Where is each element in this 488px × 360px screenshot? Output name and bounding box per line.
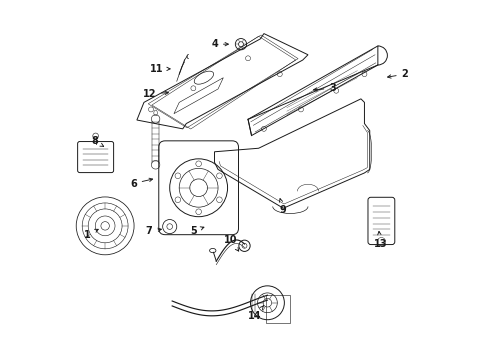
Text: 1: 1: [84, 229, 98, 240]
Text: 8: 8: [91, 136, 103, 147]
Text: 7: 7: [145, 226, 161, 236]
Text: 5: 5: [189, 226, 203, 236]
Text: 9: 9: [279, 199, 286, 215]
Text: 14: 14: [248, 306, 263, 321]
Text: 2: 2: [387, 69, 407, 79]
Text: 11: 11: [149, 64, 170, 74]
Text: 13: 13: [373, 231, 386, 248]
Text: 12: 12: [142, 89, 168, 99]
Text: 10: 10: [223, 235, 238, 251]
Text: 3: 3: [313, 83, 335, 93]
Text: 6: 6: [130, 178, 152, 189]
Text: 4: 4: [211, 39, 228, 49]
